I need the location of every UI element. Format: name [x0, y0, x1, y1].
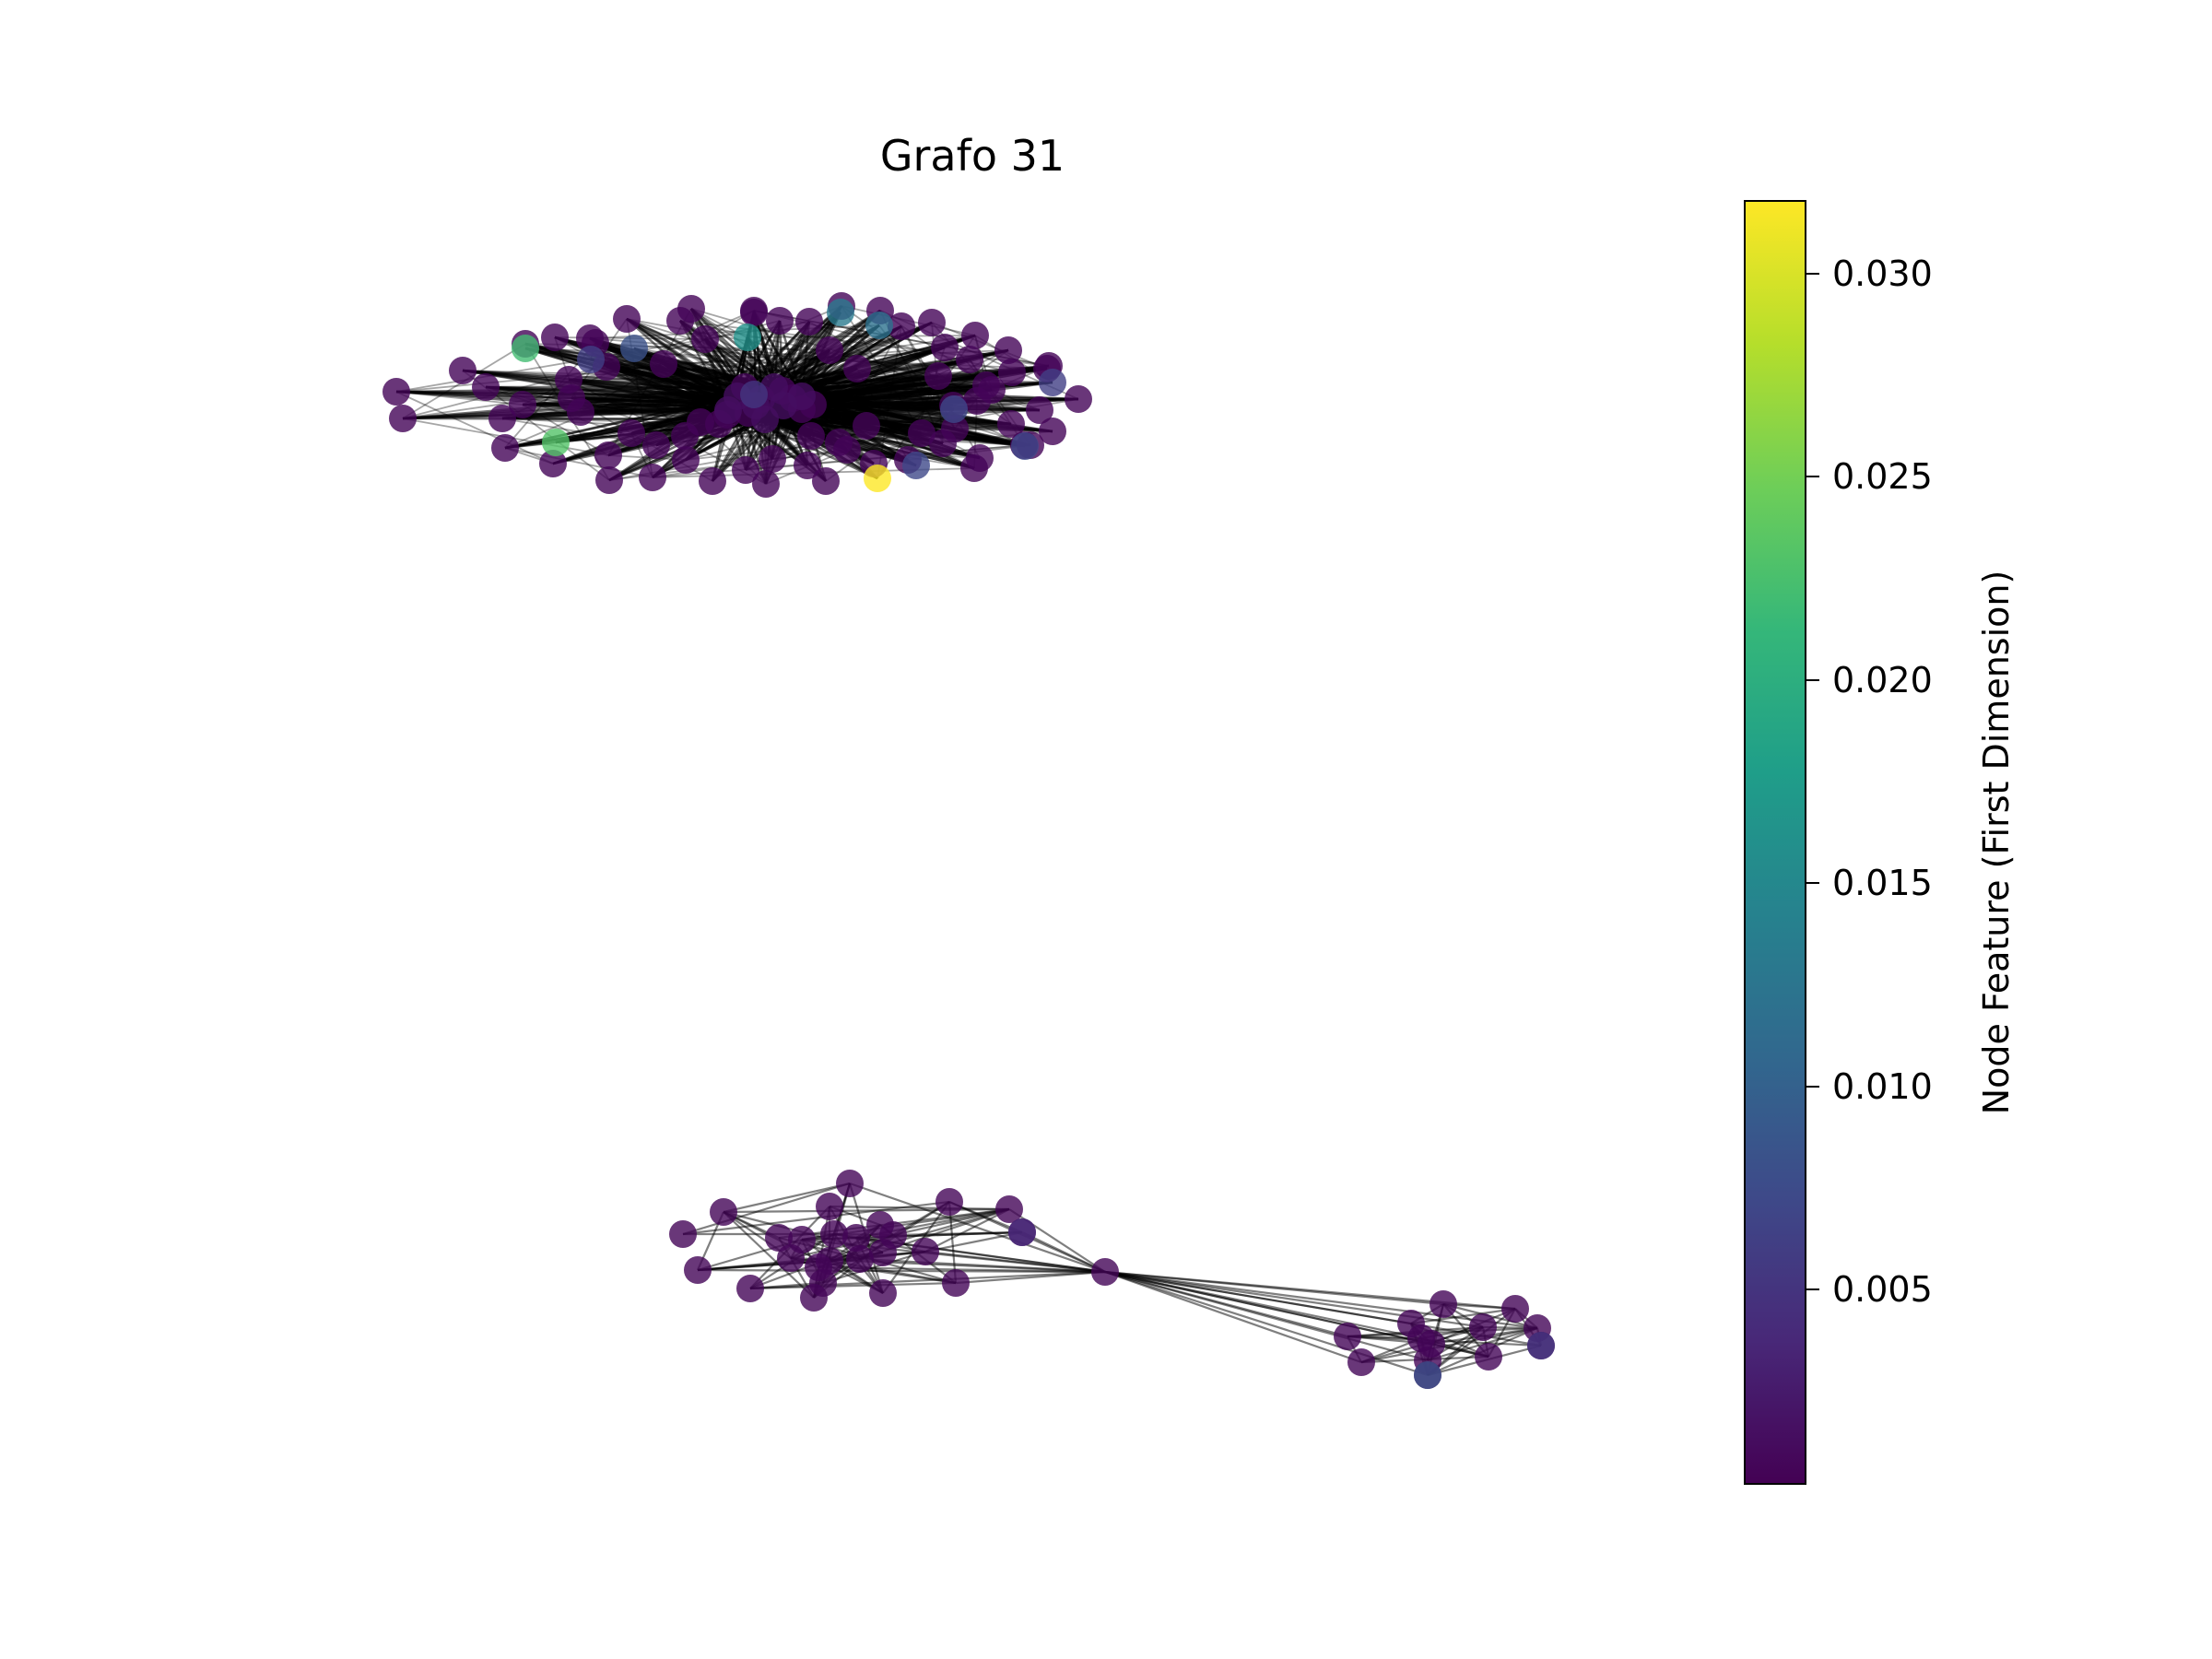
graph-node [902, 452, 930, 479]
graph-node [797, 422, 825, 450]
graph-node [620, 335, 648, 362]
graph-node [918, 309, 946, 336]
colorbar-tick-label: 0.005 [1832, 1269, 1933, 1310]
graph-node [577, 346, 605, 373]
graph-node [509, 391, 536, 418]
graph-node [669, 1220, 697, 1248]
graph-node [1527, 1332, 1555, 1359]
graph-node [687, 408, 714, 436]
graph-node [1414, 1361, 1441, 1389]
graph-node [736, 1275, 764, 1302]
graph-node [594, 441, 622, 469]
colorbar-tick-label: 0.015 [1832, 863, 1933, 903]
graph-node [843, 355, 871, 382]
graph-node [865, 312, 893, 339]
graph-node [710, 1198, 737, 1226]
graph-node [472, 373, 500, 401]
colorbar-label: Node Feature (First Dimension) [1976, 571, 2017, 1115]
graph-node [956, 346, 983, 373]
graph-node [650, 350, 677, 378]
graph-node [751, 406, 779, 433]
graph-node [809, 1269, 837, 1297]
graph-node [960, 454, 988, 482]
graph-node [734, 324, 761, 351]
graph-node [1039, 369, 1066, 396]
graph-node [613, 305, 641, 333]
graph-node [766, 307, 794, 335]
graph-node [1469, 1313, 1497, 1341]
graph-node [908, 419, 935, 447]
graph-node [1026, 396, 1053, 424]
graph-node [816, 336, 843, 364]
graph-node [924, 362, 952, 390]
graph-node [816, 1193, 843, 1220]
graph-node [512, 335, 539, 362]
graph-node [827, 299, 854, 326]
graph-node [912, 1238, 939, 1265]
graph-node [1475, 1343, 1502, 1371]
graph-node [942, 1269, 970, 1297]
graph-node [1065, 385, 1092, 413]
graph-node [699, 467, 726, 495]
graph-node [1091, 1258, 1119, 1286]
graph-node [672, 446, 700, 474]
graph-edge [1105, 1272, 1483, 1327]
graph-node [961, 322, 989, 349]
graph-node [618, 419, 645, 447]
graph-node [1501, 1295, 1529, 1323]
graph-node [642, 431, 670, 459]
graph-node [491, 434, 519, 462]
graph-node [740, 381, 768, 408]
graph-node [869, 1279, 897, 1307]
graph-node [940, 395, 968, 423]
graph-edge [1105, 1272, 1428, 1360]
colorbar-tick-label: 0.010 [1832, 1066, 1933, 1107]
graph-node [1347, 1348, 1375, 1376]
graph-node [1008, 1218, 1036, 1246]
graph-node [449, 357, 477, 384]
graph-node [714, 396, 742, 424]
graph-node [795, 308, 823, 335]
graph-node [935, 1188, 963, 1216]
graph-node [1430, 1290, 1457, 1318]
graph-node [732, 456, 759, 484]
colorbar-tick-label: 0.030 [1832, 253, 1933, 294]
graph-node [853, 412, 880, 440]
colorbar-tick-label: 0.025 [1832, 456, 1933, 497]
graph-node [541, 324, 569, 351]
colorbar [1744, 200, 1806, 1485]
graph-node [382, 378, 410, 406]
graph-node [595, 466, 623, 494]
graph-node [864, 465, 891, 492]
graph-node [684, 1256, 712, 1284]
graph-node [788, 1226, 816, 1253]
graph-node [869, 1239, 897, 1266]
graph-node [691, 325, 719, 353]
graph-node [740, 299, 768, 326]
graph-node [759, 445, 786, 473]
graph-node [558, 384, 585, 412]
graph-node [677, 295, 705, 323]
graph-node [1011, 432, 1039, 460]
graph-node [639, 464, 666, 491]
graph-node [931, 334, 959, 361]
graph-node [542, 429, 570, 456]
graph-node [836, 1170, 864, 1197]
graph-node [866, 1211, 894, 1239]
graph-node [825, 429, 853, 456]
graph-node [1334, 1323, 1361, 1350]
chart-title: Grafo 31 [0, 131, 1945, 181]
graph-node [1407, 1324, 1435, 1352]
graph-node [389, 405, 417, 432]
graph-node [788, 382, 816, 410]
graph-node [794, 452, 821, 479]
colorbar-tick-label: 0.020 [1832, 660, 1933, 700]
